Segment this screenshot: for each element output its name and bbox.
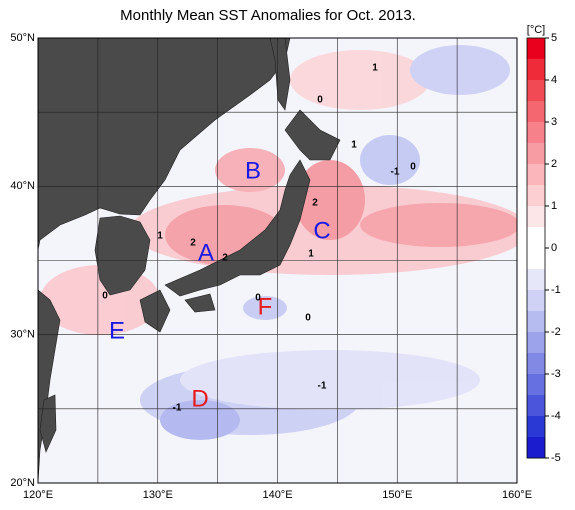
contour-label: 0 xyxy=(255,293,261,304)
colorbar-segment xyxy=(527,332,545,354)
contour-label: 1 xyxy=(351,140,357,151)
colorbar-unit: [°C] xyxy=(527,24,545,36)
colorbar-tick-label: -5 xyxy=(551,452,561,464)
grid xyxy=(38,38,517,483)
colorbar-segment xyxy=(527,395,545,417)
colorbar-tick-label: 3 xyxy=(551,116,557,128)
x-tick-label: 120°E xyxy=(23,489,53,501)
colorbar-tick-label: -4 xyxy=(551,410,561,422)
colorbar-segment xyxy=(527,416,545,438)
contour-label: 2 xyxy=(190,238,196,249)
title: Monthly Mean SST Anomalies for Oct. 2013… xyxy=(120,7,416,24)
colorbar-segment xyxy=(527,269,545,291)
x-tick-label: 130°E xyxy=(143,489,173,501)
colorbar-tick-label: -3 xyxy=(551,368,561,380)
contour-label: 2 xyxy=(222,253,228,264)
contour-label: 1 xyxy=(157,231,163,242)
colorbar-tick-label: 1 xyxy=(551,200,557,212)
contour-label: -1 xyxy=(391,167,400,178)
contour-label: -1 xyxy=(173,403,182,414)
colorbar-segment xyxy=(527,227,545,249)
colorbar-segment xyxy=(527,374,545,396)
x-tick-label: 150°E xyxy=(382,489,412,501)
colorbar-segment xyxy=(527,353,545,375)
colorbar-tick-label: 4 xyxy=(551,74,557,86)
contour-label: 0 xyxy=(410,162,416,173)
colorbar-tick-label: -2 xyxy=(551,326,561,338)
region-label: B xyxy=(245,157,261,184)
colorbar-segment xyxy=(527,38,545,60)
colorbar-segment xyxy=(527,164,545,186)
contour-label: 1 xyxy=(308,249,314,260)
colorbar-segment xyxy=(527,206,545,228)
colorbar-tick-label: -1 xyxy=(551,284,561,296)
land xyxy=(38,38,341,483)
colorbar-segment xyxy=(527,185,545,207)
colorbar-tick-label: 0 xyxy=(551,242,557,254)
y-tick-label: 50°N xyxy=(10,32,35,44)
y-tick-label: 20°N xyxy=(10,477,35,489)
contour-label: -1 xyxy=(318,381,327,392)
map-frame xyxy=(37,37,518,484)
colorbar-tick-label: 2 xyxy=(551,158,557,170)
colorbar: [°C] 5 4 3 2 1 0 -1 -2 -3 -4 -5 xyxy=(526,24,561,464)
contour-label: 0 xyxy=(317,95,323,106)
region-label: C xyxy=(313,217,330,244)
labels: A B C D E F 1 0 1 -1 0 2 1 2 2 1 0 0 0 -1 -1 xyxy=(102,63,416,414)
x-tick-label: 160°E xyxy=(502,489,532,501)
colorbar-segment xyxy=(527,248,545,270)
region-label: A xyxy=(198,239,214,266)
region-label: D xyxy=(191,385,208,412)
colorbar-segment xyxy=(527,122,545,144)
colorbar-segment xyxy=(527,290,545,312)
contour-label: 1 xyxy=(372,63,378,74)
contour-label: 0 xyxy=(305,313,311,324)
y-tick-label: 30°N xyxy=(10,329,35,341)
colorbar-segment xyxy=(527,437,545,459)
colorbar-segment xyxy=(527,80,545,102)
colorbar-segment xyxy=(527,101,545,123)
map-area: A B C D E F 1 0 1 -1 0 2 1 2 2 1 0 0 0 -1 -1 xyxy=(38,38,517,483)
colorbar-segment xyxy=(527,59,545,81)
colorbar-segment xyxy=(527,143,545,165)
region-label: E xyxy=(109,317,125,344)
colorbar-tick-label: 5 xyxy=(551,32,557,44)
colorbar-segment xyxy=(527,311,545,333)
contour-label: 2 xyxy=(312,198,318,209)
x-tick-label: 140°E xyxy=(262,489,292,501)
y-tick-label: 40°N xyxy=(10,180,35,192)
contour-label: 0 xyxy=(102,291,108,302)
region-label: F xyxy=(258,293,273,320)
axes: 120°E 130°E 140°E 150°E 160°E 20°N 30°N 40°N 50°… xyxy=(10,32,532,501)
